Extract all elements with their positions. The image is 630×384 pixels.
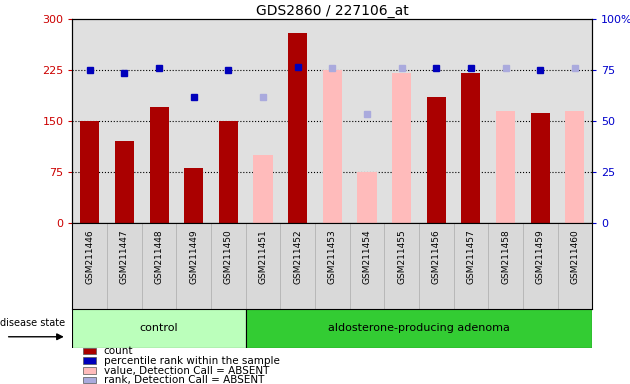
Text: GSM211447: GSM211447: [120, 230, 129, 284]
Text: value, Detection Call = ABSENT: value, Detection Call = ABSENT: [103, 366, 269, 376]
Bar: [488, 19, 523, 223]
Bar: [419, 19, 454, 223]
Bar: [315, 19, 350, 223]
Bar: [72, 309, 246, 348]
Bar: [288, 33, 307, 223]
Text: GSM211458: GSM211458: [501, 230, 510, 285]
Bar: [83, 358, 96, 364]
Bar: [384, 19, 419, 223]
Bar: [246, 19, 280, 223]
Bar: [280, 19, 315, 223]
Text: GSM211455: GSM211455: [397, 230, 406, 285]
Bar: [323, 70, 342, 223]
Bar: [357, 172, 377, 223]
Bar: [142, 19, 176, 223]
Text: GSM211460: GSM211460: [570, 230, 580, 285]
Bar: [72, 19, 107, 223]
Bar: [427, 97, 446, 223]
Bar: [83, 367, 96, 374]
Text: GSM211454: GSM211454: [362, 230, 372, 284]
Bar: [219, 121, 238, 223]
Bar: [80, 121, 100, 223]
Bar: [115, 141, 134, 223]
Bar: [83, 377, 96, 383]
Bar: [530, 113, 550, 223]
Bar: [558, 19, 592, 223]
Bar: [83, 348, 96, 354]
Bar: [253, 155, 273, 223]
Bar: [496, 111, 515, 223]
Text: GSM211452: GSM211452: [293, 230, 302, 284]
Text: GSM211450: GSM211450: [224, 230, 233, 285]
Text: control: control: [140, 323, 178, 333]
Text: GSM211457: GSM211457: [466, 230, 476, 285]
Bar: [107, 19, 142, 223]
Text: rank, Detection Call = ABSENT: rank, Detection Call = ABSENT: [103, 375, 264, 384]
Bar: [176, 19, 211, 223]
Text: GSM211459: GSM211459: [536, 230, 545, 285]
Bar: [246, 309, 592, 348]
Text: GSM211453: GSM211453: [328, 230, 337, 285]
Bar: [184, 169, 203, 223]
Text: GSM211448: GSM211448: [154, 230, 164, 284]
Bar: [392, 73, 411, 223]
Bar: [565, 111, 585, 223]
Text: GSM211456: GSM211456: [432, 230, 441, 285]
Bar: [149, 108, 169, 223]
Text: GSM211446: GSM211446: [85, 230, 94, 284]
Bar: [350, 19, 384, 223]
Text: count: count: [103, 346, 133, 356]
Text: disease state: disease state: [0, 318, 65, 328]
Bar: [523, 19, 558, 223]
Bar: [211, 19, 246, 223]
Text: percentile rank within the sample: percentile rank within the sample: [103, 356, 280, 366]
Text: GSM211449: GSM211449: [189, 230, 198, 284]
Bar: [461, 73, 481, 223]
Text: GSM211451: GSM211451: [258, 230, 268, 285]
Text: aldosterone-producing adenoma: aldosterone-producing adenoma: [328, 323, 510, 333]
Title: GDS2860 / 227106_at: GDS2860 / 227106_at: [256, 4, 409, 18]
Bar: [454, 19, 488, 223]
